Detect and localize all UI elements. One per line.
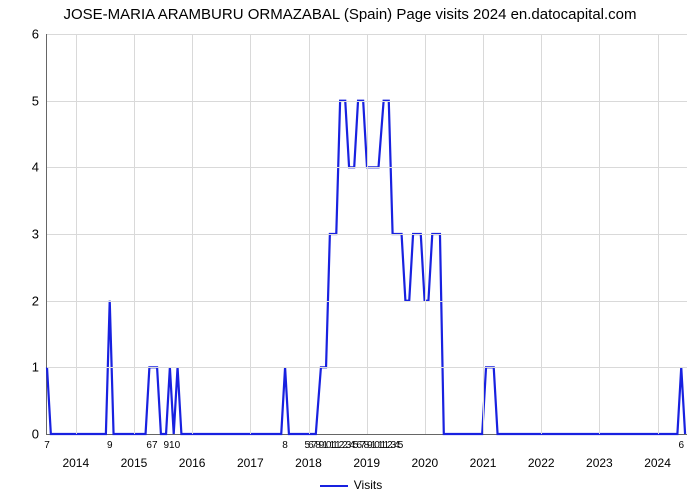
year-label: 2022: [528, 434, 555, 470]
chart-title: JOSE-MARIA ARAMBURU ORMAZABAL (Spain) Pa…: [0, 6, 700, 23]
year-label: 2023: [586, 434, 613, 470]
minor-tick-label: 67: [146, 434, 157, 451]
gridline-v: [309, 34, 310, 434]
ytick-label: 1: [32, 360, 47, 375]
ytick-label: 4: [32, 160, 47, 175]
year-label: 2017: [237, 434, 264, 470]
gridline-v: [367, 34, 368, 434]
ytick-label: 2: [32, 293, 47, 308]
gridline-v: [192, 34, 193, 434]
gridline-v: [658, 34, 659, 434]
legend-swatch: [320, 485, 348, 487]
minor-tick-label: 5678910111223456789101112345: [305, 434, 402, 451]
gridline-v: [134, 34, 135, 434]
minor-tick-label: 6: [678, 434, 684, 451]
ytick-label: 5: [32, 93, 47, 108]
minor-tick-label: 910: [163, 434, 180, 451]
year-label: 2014: [62, 434, 89, 470]
ytick-label: 6: [32, 27, 47, 42]
year-label: 2016: [179, 434, 206, 470]
gridline-v: [425, 34, 426, 434]
year-label: 2024: [644, 434, 671, 470]
legend-label: Visits: [354, 478, 382, 492]
gridline-v: [483, 34, 484, 434]
legend: Visits: [0, 478, 700, 492]
minor-tick-label: 9: [107, 434, 113, 451]
minor-tick-label: 7: [44, 434, 50, 451]
plot-area: 0123456201420152016201720182019202020212…: [46, 34, 687, 435]
chart-container: JOSE-MARIA ARAMBURU ORMAZABAL (Spain) Pa…: [0, 0, 700, 500]
year-label: 2015: [121, 434, 148, 470]
ytick-label: 3: [32, 227, 47, 242]
gridline-v: [250, 34, 251, 434]
year-label: 2021: [470, 434, 497, 470]
gridline-v: [599, 34, 600, 434]
gridline-v: [76, 34, 77, 434]
gridline-v: [541, 34, 542, 434]
year-label: 2020: [411, 434, 438, 470]
minor-tick-label: 8: [282, 434, 288, 451]
